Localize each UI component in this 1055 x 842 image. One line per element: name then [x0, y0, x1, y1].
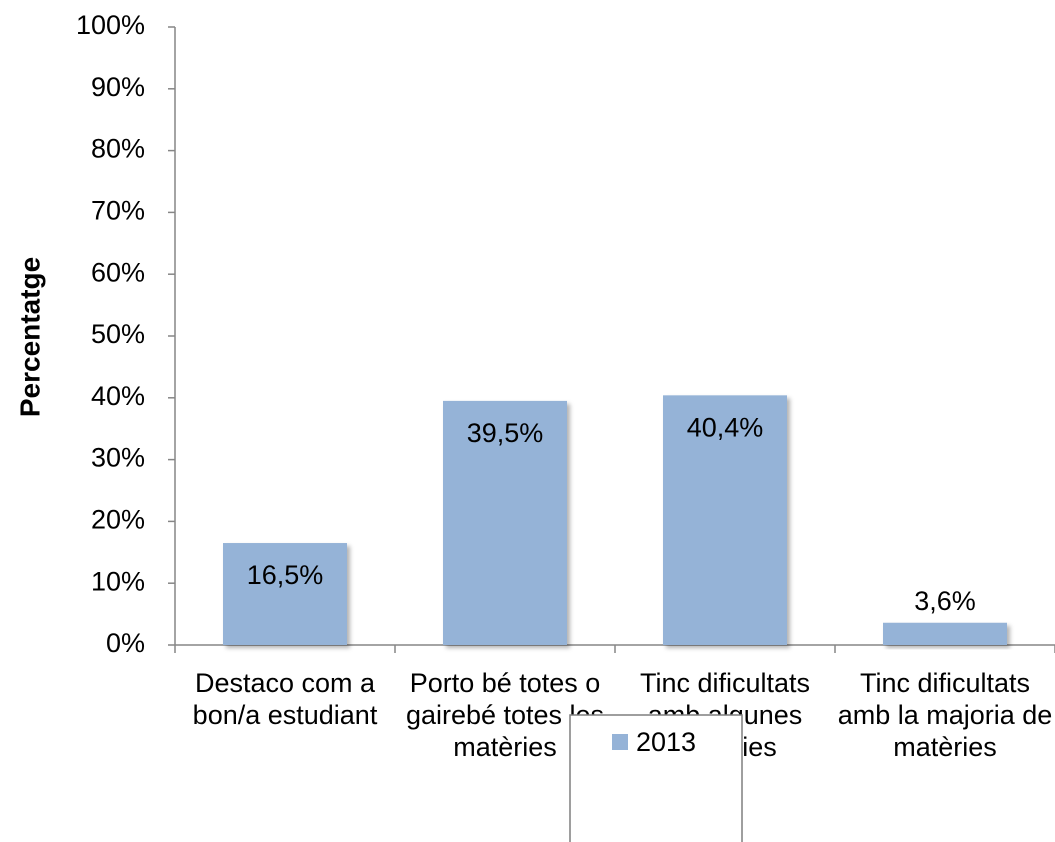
data-label: 3,6% — [914, 586, 976, 616]
data-label: 16,5% — [247, 560, 324, 590]
x-tick-label-box: Tinc dificultats amb la majoria de matèr… — [837, 668, 1053, 762]
bar — [223, 543, 347, 645]
x-tick-label: Tinc dificultats amb la majoria de matèr… — [837, 668, 1053, 762]
legend-label: 2013 — [636, 727, 696, 757]
y-tick-label: 10% — [91, 566, 145, 596]
legend-swatch — [612, 734, 628, 750]
x-tick-label-box: Destaco com a bon/a estudiant — [192, 668, 378, 730]
x-tick-label: Destaco com a bon/a estudiant — [192, 668, 378, 730]
y-tick-label: 50% — [91, 319, 145, 349]
y-tick-label: 30% — [91, 443, 145, 473]
data-label: 39,5% — [467, 418, 544, 448]
y-tick-label: 0% — [106, 628, 145, 658]
y-tick-label: 20% — [91, 505, 145, 535]
bar — [883, 622, 1007, 645]
bar — [663, 395, 787, 645]
y-tick-label: 90% — [91, 72, 145, 102]
data-label: 40,4% — [687, 412, 764, 442]
bar — [443, 400, 567, 645]
y-tick-label: 100% — [76, 10, 145, 40]
y-axis-label: Percentatge — [14, 257, 45, 417]
y-tick-label: 60% — [91, 257, 145, 287]
y-tick-label: 80% — [91, 134, 145, 164]
legend-box — [569, 714, 743, 842]
y-tick-label: 40% — [91, 381, 145, 411]
y-tick-label: 70% — [91, 196, 145, 226]
